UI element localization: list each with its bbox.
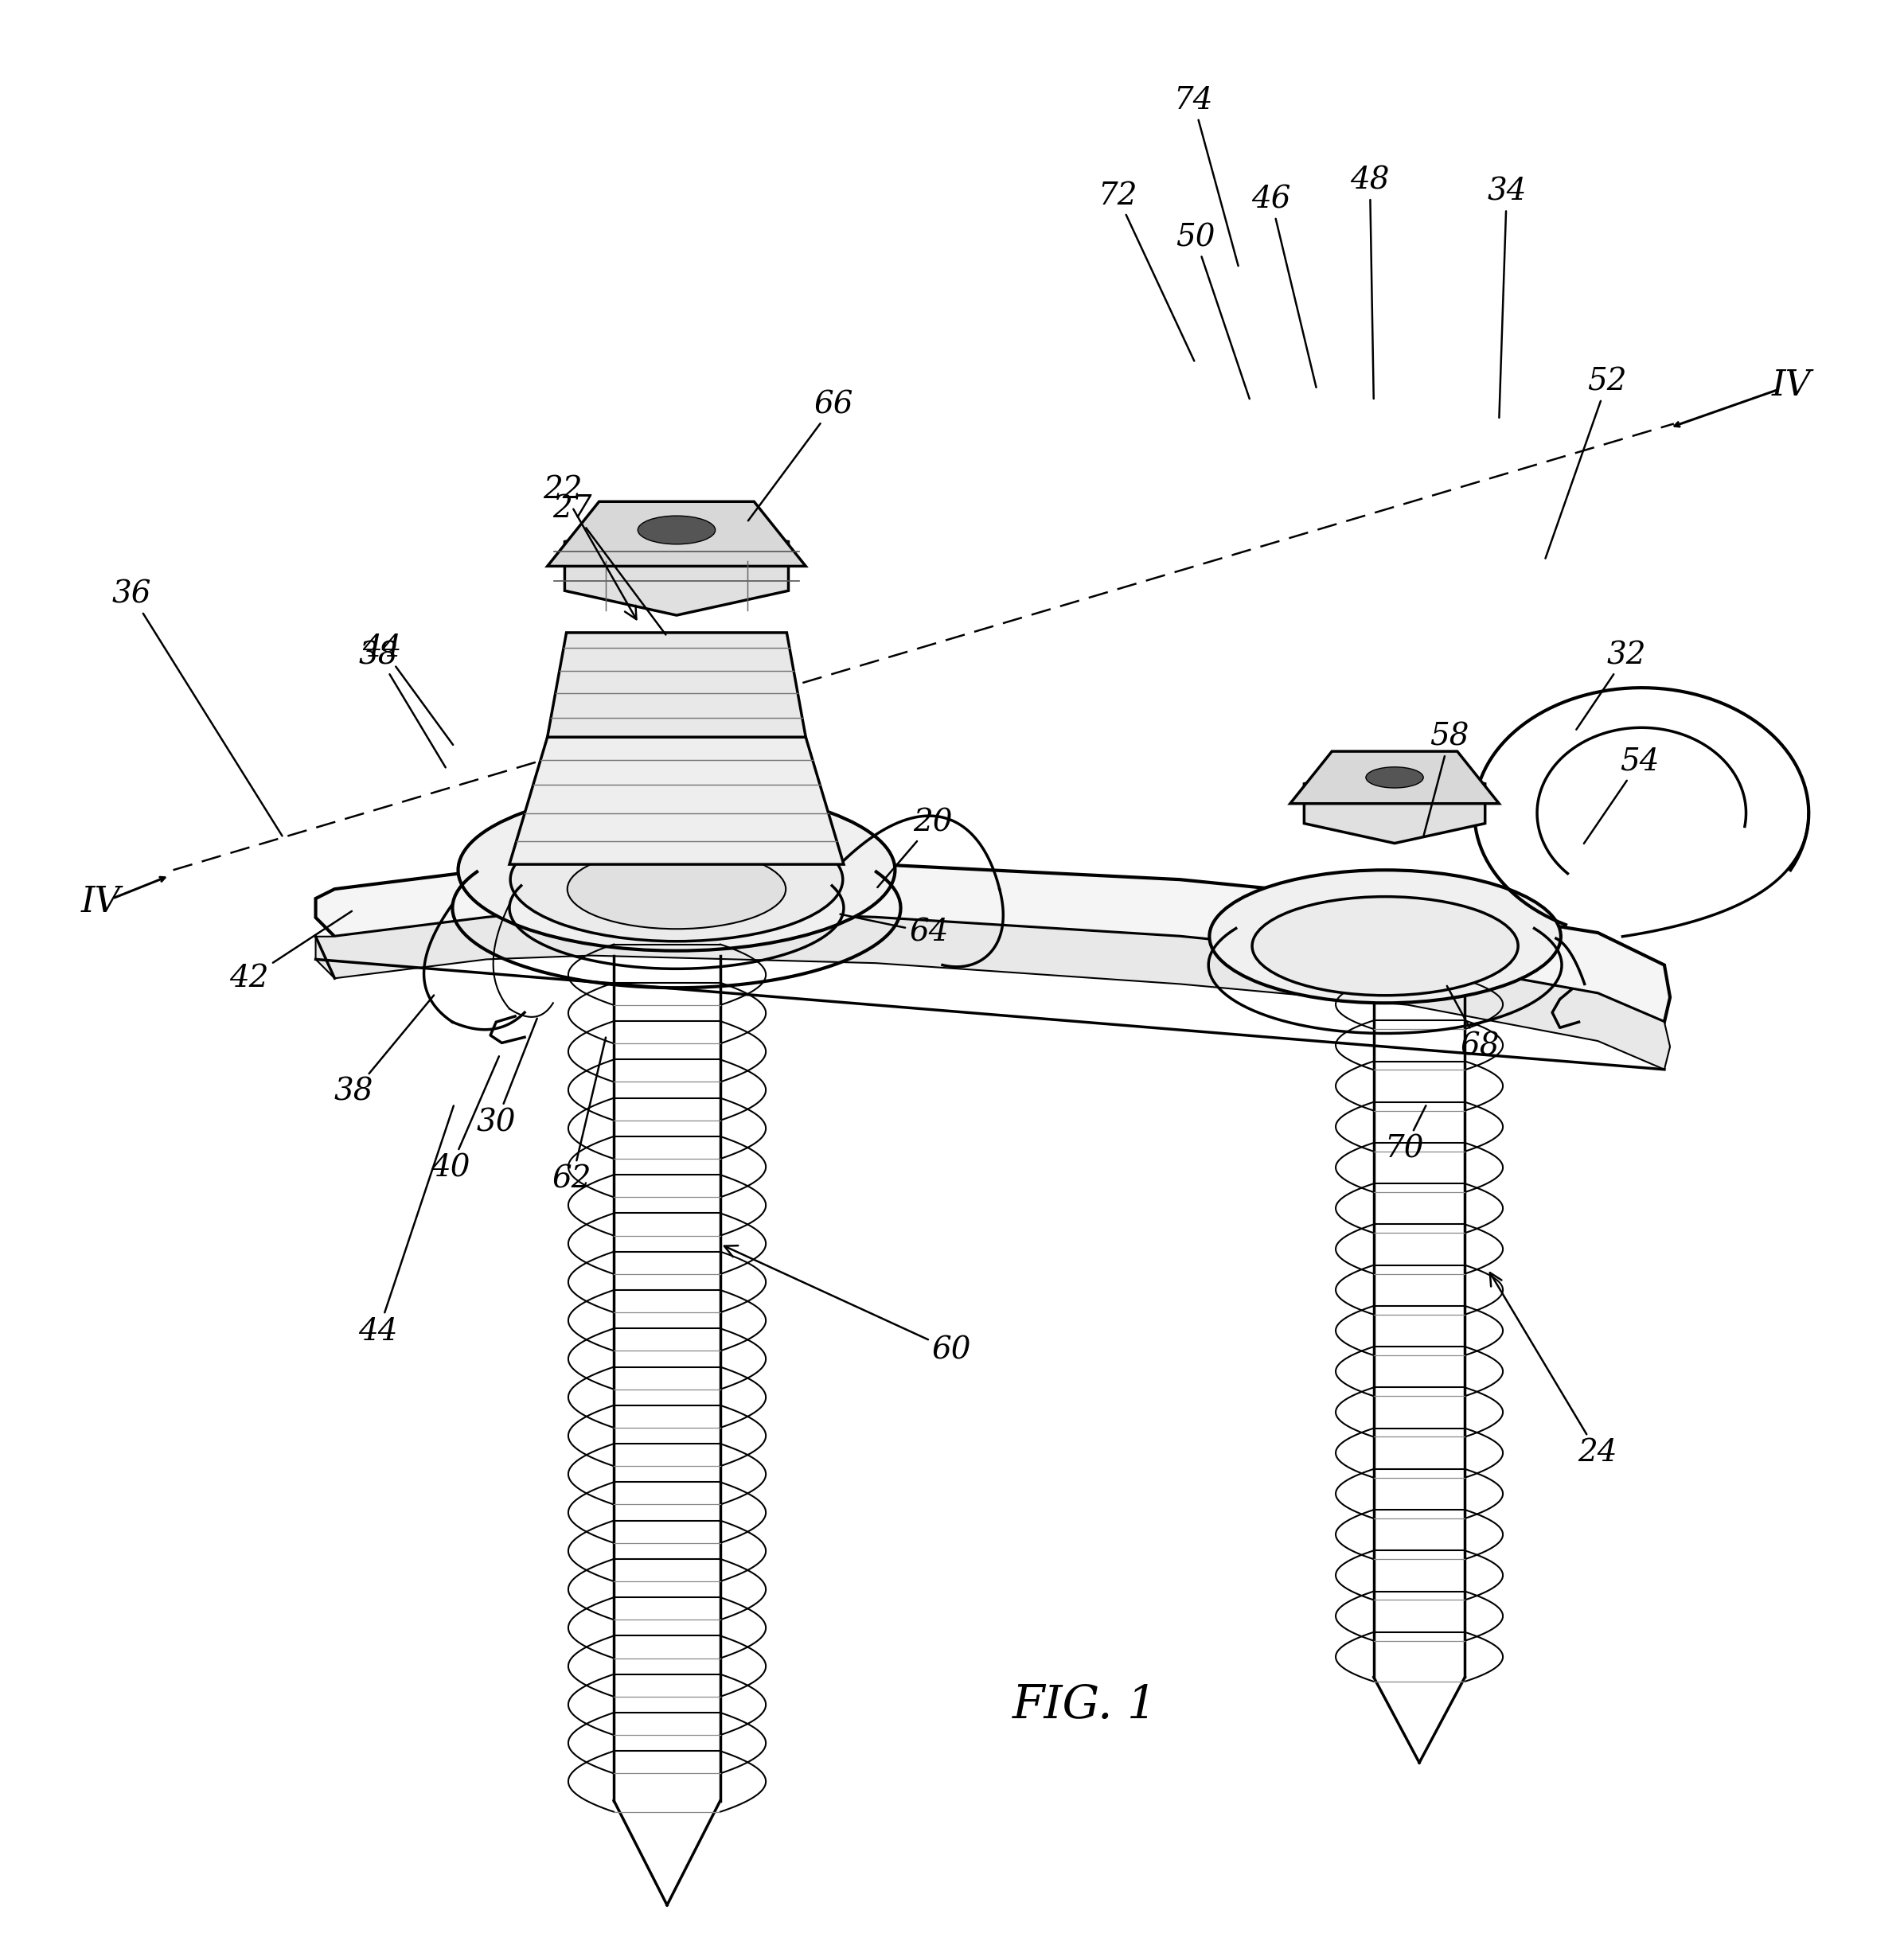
Text: 42: 42 bbox=[230, 910, 352, 994]
Text: 60: 60 bbox=[724, 1245, 971, 1364]
Text: 48: 48 bbox=[1350, 166, 1390, 400]
Polygon shape bbox=[510, 737, 843, 863]
Ellipse shape bbox=[1253, 897, 1517, 996]
Ellipse shape bbox=[638, 516, 716, 544]
Polygon shape bbox=[546, 633, 805, 737]
Text: 66: 66 bbox=[748, 390, 853, 520]
Text: 72: 72 bbox=[1097, 181, 1194, 361]
Text: 64: 64 bbox=[840, 914, 948, 947]
Text: 50: 50 bbox=[1175, 222, 1249, 400]
Text: 20: 20 bbox=[878, 807, 952, 887]
Text: 46: 46 bbox=[1251, 185, 1316, 388]
Polygon shape bbox=[316, 908, 1670, 1070]
Text: 30: 30 bbox=[476, 1017, 537, 1138]
Text: 52: 52 bbox=[1546, 366, 1628, 557]
Text: 40: 40 bbox=[430, 1056, 499, 1183]
Text: 27: 27 bbox=[552, 495, 666, 635]
Ellipse shape bbox=[1365, 768, 1424, 787]
Text: 68: 68 bbox=[1447, 986, 1500, 1062]
Text: 22: 22 bbox=[543, 476, 636, 620]
Text: IV: IV bbox=[82, 885, 120, 920]
Text: 32: 32 bbox=[1577, 641, 1647, 729]
Text: 24: 24 bbox=[1491, 1273, 1618, 1468]
Text: 74: 74 bbox=[1173, 86, 1238, 265]
Text: 58: 58 bbox=[1424, 723, 1470, 836]
Text: IV: IV bbox=[1773, 368, 1811, 403]
Text: FIG. 1: FIG. 1 bbox=[1013, 1684, 1158, 1729]
Ellipse shape bbox=[567, 850, 786, 930]
Text: 70: 70 bbox=[1384, 1105, 1426, 1164]
Text: 54: 54 bbox=[1584, 746, 1660, 844]
Polygon shape bbox=[1291, 752, 1498, 803]
Polygon shape bbox=[316, 861, 1670, 1021]
Text: 38: 38 bbox=[358, 641, 446, 768]
Text: 44: 44 bbox=[362, 633, 453, 745]
Text: 34: 34 bbox=[1487, 177, 1527, 417]
Text: 38: 38 bbox=[333, 996, 434, 1107]
Polygon shape bbox=[546, 501, 805, 565]
Text: 44: 44 bbox=[358, 1105, 453, 1347]
Ellipse shape bbox=[1209, 869, 1561, 1004]
Ellipse shape bbox=[510, 819, 843, 941]
Ellipse shape bbox=[459, 789, 895, 951]
Text: 62: 62 bbox=[552, 1037, 605, 1195]
Polygon shape bbox=[1304, 764, 1485, 844]
Polygon shape bbox=[565, 516, 788, 616]
Text: 36: 36 bbox=[112, 581, 282, 836]
